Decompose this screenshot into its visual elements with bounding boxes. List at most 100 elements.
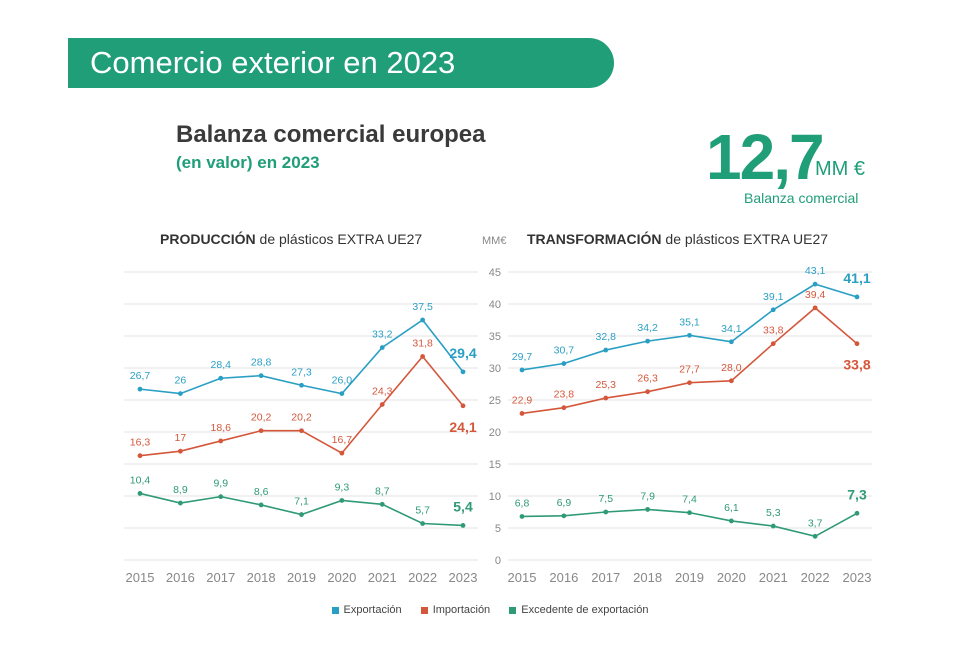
- x-tick-label: 2015: [126, 570, 155, 585]
- data-label-excedente: 10,4: [130, 474, 151, 486]
- data-point-importacion: [420, 354, 426, 359]
- y-tick-label: 0: [495, 555, 501, 567]
- data-label-exportacion: 28,8: [251, 357, 272, 369]
- data-point-excedente: [137, 491, 143, 496]
- data-point-importacion: [218, 438, 224, 444]
- x-tick-label: 2019: [675, 570, 704, 585]
- data-point-exportacion: [299, 382, 304, 388]
- chart-title-produccion-rest: de plásticos EXTRA UE27: [255, 231, 423, 247]
- data-point-importacion: [728, 378, 734, 384]
- y-tick-label: 40: [489, 299, 501, 311]
- data-label-exportacion: 39,1: [763, 291, 784, 303]
- data-label-exportacion: 29,7: [512, 351, 533, 363]
- data-point-excedente: [812, 533, 818, 539]
- data-point-excedente: [519, 514, 525, 519]
- data-point-excedente: [258, 502, 264, 508]
- chart-title-transformacion-rest: de plásticos EXTRA UE27: [661, 231, 829, 247]
- data-point-excedente: [339, 498, 345, 503]
- data-label-excedente: 7,4: [682, 494, 697, 506]
- x-tick-label: 2018: [633, 570, 662, 585]
- data-label-excedente: 8,9: [173, 484, 188, 496]
- data-point-excedente: [770, 523, 776, 529]
- data-point-exportacion: [519, 367, 525, 373]
- data-label-importacion: 25,3: [596, 379, 617, 391]
- data-label-importacion: 20,2: [251, 412, 272, 424]
- data-point-excedente: [854, 510, 860, 516]
- data-label-exportacion: 29,4: [449, 345, 476, 361]
- data-label-importacion: 33,8: [843, 357, 870, 373]
- data-label-importacion: 26,3: [637, 373, 658, 385]
- data-label-exportacion: 35,1: [679, 316, 700, 328]
- data-point-importacion: [812, 305, 818, 311]
- x-tick-label: 2022: [801, 570, 830, 585]
- data-point-importacion: [854, 341, 860, 347]
- data-label-importacion: 24,1: [449, 419, 476, 435]
- data-label-excedente: 8,7: [375, 485, 390, 497]
- data-label-excedente: 8,6: [254, 486, 269, 498]
- x-tick-label: 2021: [759, 570, 788, 585]
- data-label-exportacion: 26,7: [130, 370, 151, 382]
- data-point-importacion: [379, 402, 385, 407]
- chart-title-transformacion-bold: TRANSFORMACIÓN: [527, 231, 662, 247]
- data-point-importacion: [137, 453, 143, 459]
- y-tick-label: 35: [489, 331, 501, 343]
- y-tick-label: 10: [489, 491, 501, 503]
- data-label-excedente: 3,7: [808, 517, 823, 529]
- data-label-exportacion: 28,4: [211, 359, 232, 371]
- legend: Exportación Importación Excedente de exp…: [0, 604, 980, 616]
- data-label-importacion: 33,8: [763, 325, 784, 337]
- data-label-importacion: 31,8: [412, 337, 433, 349]
- legend-swatch-importacion: [420, 606, 428, 614]
- data-point-exportacion: [728, 339, 734, 345]
- data-point-exportacion: [339, 391, 345, 396]
- data-label-importacion: 27,7: [679, 364, 700, 376]
- data-label-excedente: 9,3: [335, 481, 350, 493]
- x-tick-label: 2017: [591, 570, 620, 585]
- data-label-excedente: 6,8: [515, 497, 530, 509]
- data-point-exportacion: [603, 347, 609, 353]
- data-point-importacion: [603, 395, 609, 401]
- page-title: Balanza comercial europea: [176, 121, 486, 148]
- data-label-exportacion: 33,2: [372, 329, 393, 341]
- data-label-importacion: 39,4: [805, 289, 826, 301]
- y-tick-label: 45: [489, 267, 501, 279]
- data-label-excedente: 7,9: [640, 490, 655, 502]
- y-tick-label: 30: [489, 363, 501, 375]
- data-label-importacion: 22,9: [512, 394, 533, 406]
- x-tick-label: 2022: [408, 570, 437, 585]
- data-label-excedente: 9,9: [213, 478, 228, 490]
- data-label-importacion: 16,3: [130, 437, 151, 449]
- data-point-excedente: [420, 521, 426, 526]
- data-point-excedente: [299, 512, 304, 517]
- data-label-importacion: 28,0: [721, 362, 742, 374]
- data-point-importacion: [177, 448, 183, 454]
- data-label-exportacion: 37,5: [412, 301, 433, 313]
- data-label-excedente: 7,3: [847, 486, 867, 502]
- data-point-exportacion: [379, 345, 385, 350]
- data-point-excedente: [218, 494, 224, 500]
- data-label-excedente: 5,4: [453, 498, 473, 514]
- data-label-exportacion: 41,1: [843, 270, 870, 286]
- data-point-excedente: [728, 518, 734, 524]
- data-label-exportacion: 34,2: [637, 322, 658, 334]
- y-tick-label: 5: [495, 523, 501, 535]
- data-point-excedente: [687, 510, 692, 516]
- data-label-exportacion: 30,7: [554, 345, 575, 357]
- x-tick-label: 2019: [287, 570, 316, 585]
- data-point-exportacion: [137, 386, 143, 392]
- legend-item-exportacion: Exportación: [331, 604, 402, 616]
- data-point-excedente: [460, 523, 466, 528]
- data-point-exportacion: [854, 294, 860, 300]
- data-point-excedente: [561, 513, 567, 519]
- data-point-importacion: [645, 389, 651, 395]
- legend-item-importacion: Importación: [420, 604, 490, 616]
- data-point-exportacion: [812, 281, 818, 287]
- data-label-exportacion: 32,8: [596, 331, 617, 343]
- legend-swatch-excedente: [509, 606, 517, 614]
- data-point-exportacion: [460, 369, 466, 375]
- data-label-exportacion: 34,1: [721, 323, 742, 335]
- data-label-importacion: 23,8: [554, 389, 575, 401]
- data-point-importacion: [258, 428, 264, 434]
- data-label-excedente: 7,1: [294, 496, 309, 508]
